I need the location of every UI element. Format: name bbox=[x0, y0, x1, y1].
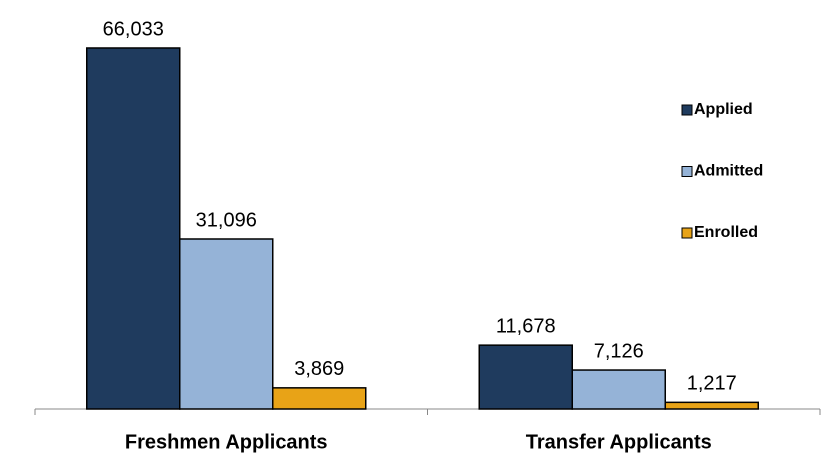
legend-label: Enrolled bbox=[694, 224, 758, 241]
bar bbox=[86, 47, 181, 410]
value-label: 31,096 bbox=[196, 209, 257, 231]
bar bbox=[179, 238, 274, 410]
value-label: 3,869 bbox=[294, 358, 344, 380]
bar bbox=[272, 387, 367, 410]
legend-swatch bbox=[681, 227, 693, 239]
bar bbox=[571, 369, 666, 410]
legend-swatch bbox=[681, 104, 693, 116]
value-label: 7,126 bbox=[594, 340, 644, 362]
value-label: 11,678 bbox=[496, 315, 556, 337]
bar bbox=[664, 401, 759, 410]
legend-label: Admitted bbox=[694, 163, 763, 180]
legend-label: Applied bbox=[694, 101, 753, 118]
x-tick-label: Freshmen Applicants bbox=[125, 431, 328, 453]
value-label: 1,217 bbox=[687, 373, 737, 395]
bar bbox=[478, 344, 573, 410]
x-tick-label: Transfer Applicants bbox=[526, 431, 712, 453]
value-label: 66,033 bbox=[103, 18, 164, 40]
legend-swatch bbox=[681, 166, 693, 177]
